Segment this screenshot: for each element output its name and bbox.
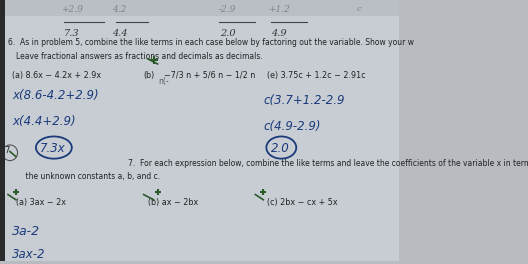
Text: Leave fractional answers as fractions and decimals as decimals.: Leave fractional answers as fractions an… xyxy=(16,52,263,61)
FancyBboxPatch shape xyxy=(0,0,399,16)
Text: 2.0: 2.0 xyxy=(271,142,290,155)
Text: x(8.6-4.2+2.9): x(8.6-4.2+2.9) xyxy=(12,89,99,102)
Text: 7.3x: 7.3x xyxy=(40,142,65,155)
Text: +2.9: +2.9 xyxy=(61,5,83,14)
Text: −7/3 n + 5/6 n − 1/2 n: −7/3 n + 5/6 n − 1/2 n xyxy=(164,70,255,79)
Text: 7.  For each expression below, combine the like terms and leave the coefficients: 7. For each expression below, combine th… xyxy=(128,159,528,168)
Text: c(4.9-2.9): c(4.9-2.9) xyxy=(263,120,321,133)
Text: (b) ax − 2bx: (b) ax − 2bx xyxy=(148,199,198,208)
Text: 3ax-2: 3ax-2 xyxy=(12,248,45,261)
Text: n(-: n(- xyxy=(158,77,168,86)
Text: 7.: 7. xyxy=(4,146,12,155)
Text: 2.0: 2.0 xyxy=(220,29,235,38)
Text: c(3.7+1.2-2.9: c(3.7+1.2-2.9 xyxy=(263,94,345,107)
Text: +1.2: +1.2 xyxy=(268,5,290,14)
Text: the unknown constants a, b, and c.: the unknown constants a, b, and c. xyxy=(16,172,160,181)
Text: 4.4: 4.4 xyxy=(112,29,128,38)
Text: (c) 2bx − cx + 5x: (c) 2bx − cx + 5x xyxy=(267,199,338,208)
Text: -2.9: -2.9 xyxy=(219,5,236,14)
FancyBboxPatch shape xyxy=(0,0,5,261)
Text: (e) 3.75c + 1.2c − 2.91c: (e) 3.75c + 1.2c − 2.91c xyxy=(267,70,366,79)
Text: (a) 3ax − 2x: (a) 3ax − 2x xyxy=(16,199,66,208)
Text: 3a-2: 3a-2 xyxy=(12,225,40,238)
Text: (a) 8.6x − 4.2x + 2.9x: (a) 8.6x − 4.2x + 2.9x xyxy=(12,70,101,79)
Text: x(4.4+2.9): x(4.4+2.9) xyxy=(12,115,76,128)
Text: 7.3: 7.3 xyxy=(64,29,80,38)
Text: 4.9: 4.9 xyxy=(271,29,287,38)
Text: 6.  As in problem 5, combine the like terms in each case below by factoring out : 6. As in problem 5, combine the like ter… xyxy=(8,38,414,47)
Text: c: c xyxy=(357,5,362,13)
Text: (b): (b) xyxy=(144,70,155,79)
Text: 4.2: 4.2 xyxy=(112,5,127,14)
FancyBboxPatch shape xyxy=(0,0,399,261)
